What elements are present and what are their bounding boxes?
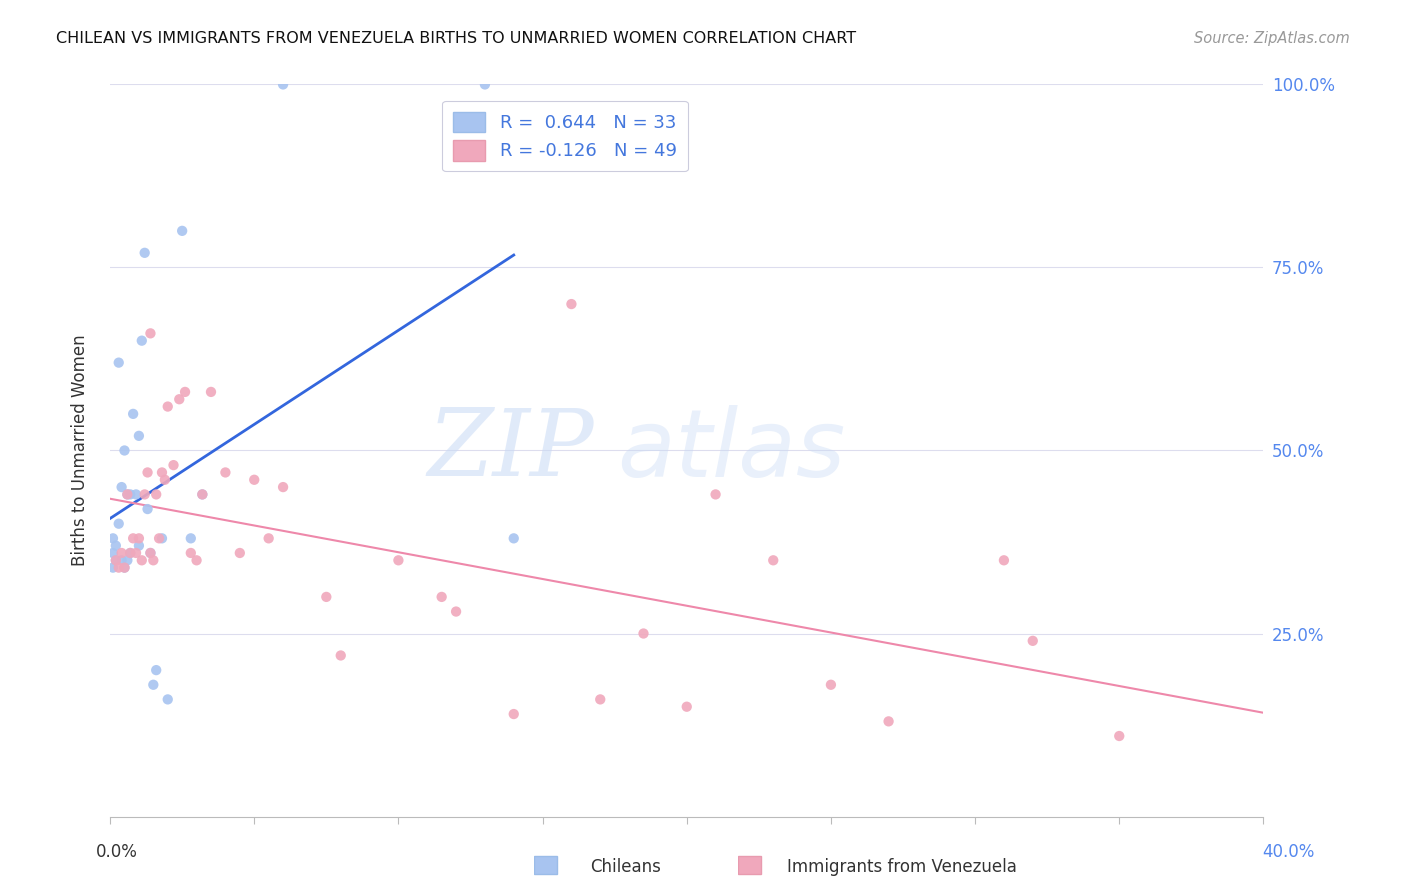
Y-axis label: Births to Unmarried Women: Births to Unmarried Women bbox=[72, 334, 89, 566]
Point bbox=[139, 326, 162, 341]
Text: Immigrants from Venezuela: Immigrants from Venezuela bbox=[787, 858, 1017, 876]
Point bbox=[169, 392, 191, 407]
Point bbox=[148, 532, 170, 546]
Point bbox=[134, 245, 156, 260]
Point bbox=[430, 590, 453, 604]
Point bbox=[117, 487, 139, 501]
Point bbox=[110, 546, 132, 560]
Point bbox=[633, 626, 655, 640]
Point bbox=[104, 553, 127, 567]
Point bbox=[271, 78, 294, 92]
Point bbox=[128, 429, 150, 443]
Point bbox=[762, 553, 785, 567]
Point bbox=[142, 553, 165, 567]
Point bbox=[993, 553, 1015, 567]
Point bbox=[114, 560, 136, 574]
Point bbox=[114, 443, 136, 458]
Point bbox=[191, 487, 214, 501]
Point bbox=[153, 473, 176, 487]
Point bbox=[139, 546, 162, 560]
Point bbox=[145, 487, 167, 501]
Point bbox=[820, 678, 842, 692]
Point bbox=[101, 546, 124, 560]
Point bbox=[139, 546, 162, 560]
Bar bbox=[738, 856, 761, 874]
Point bbox=[150, 466, 173, 480]
Point bbox=[191, 487, 214, 501]
Point bbox=[134, 487, 156, 501]
Point bbox=[243, 473, 266, 487]
Point bbox=[150, 532, 173, 546]
Point bbox=[156, 400, 179, 414]
Point bbox=[145, 663, 167, 677]
Point bbox=[104, 539, 127, 553]
Point bbox=[704, 487, 727, 501]
Point bbox=[131, 553, 153, 567]
Point bbox=[120, 487, 142, 501]
Point bbox=[1108, 729, 1130, 743]
Point bbox=[120, 546, 142, 560]
Point bbox=[315, 590, 337, 604]
Point bbox=[200, 384, 222, 399]
Point bbox=[174, 384, 197, 399]
Text: 0.0%: 0.0% bbox=[96, 843, 138, 861]
Point bbox=[110, 480, 132, 494]
Text: Chileans: Chileans bbox=[591, 858, 661, 876]
Point bbox=[444, 605, 467, 619]
Text: ZIP: ZIP bbox=[427, 406, 595, 495]
Point bbox=[229, 546, 252, 560]
Point bbox=[257, 532, 280, 546]
Point bbox=[120, 546, 142, 560]
Point bbox=[474, 78, 496, 92]
Point bbox=[107, 356, 129, 370]
Point bbox=[271, 480, 294, 494]
Point bbox=[214, 466, 236, 480]
Point bbox=[136, 502, 159, 516]
Point bbox=[1022, 633, 1045, 648]
Point bbox=[180, 546, 202, 560]
Point bbox=[125, 546, 148, 560]
Bar bbox=[534, 856, 557, 874]
Point bbox=[675, 699, 697, 714]
Point bbox=[172, 224, 194, 238]
Point bbox=[128, 539, 150, 553]
Point bbox=[101, 532, 124, 546]
Point bbox=[186, 553, 208, 567]
Point bbox=[131, 334, 153, 348]
Point bbox=[107, 516, 129, 531]
Point bbox=[502, 532, 524, 546]
Text: atlas: atlas bbox=[617, 405, 846, 496]
Point bbox=[387, 553, 409, 567]
Point bbox=[117, 553, 139, 567]
Point bbox=[125, 487, 148, 501]
Text: CHILEAN VS IMMIGRANTS FROM VENEZUELA BIRTHS TO UNMARRIED WOMEN CORRELATION CHART: CHILEAN VS IMMIGRANTS FROM VENEZUELA BIR… bbox=[56, 31, 856, 46]
Point bbox=[117, 487, 139, 501]
Point bbox=[128, 532, 150, 546]
Text: Source: ZipAtlas.com: Source: ZipAtlas.com bbox=[1194, 31, 1350, 46]
Point bbox=[162, 458, 184, 472]
Text: 40.0%: 40.0% bbox=[1263, 843, 1315, 861]
Point bbox=[142, 678, 165, 692]
Point bbox=[560, 297, 582, 311]
Point bbox=[156, 692, 179, 706]
Legend: R =  0.644   N = 33, R = -0.126   N = 49: R = 0.644 N = 33, R = -0.126 N = 49 bbox=[441, 101, 688, 171]
Point bbox=[101, 560, 124, 574]
Point bbox=[589, 692, 612, 706]
Point bbox=[110, 553, 132, 567]
Point bbox=[122, 407, 145, 421]
Point bbox=[502, 706, 524, 721]
Point bbox=[877, 714, 900, 729]
Point bbox=[329, 648, 352, 663]
Point bbox=[107, 560, 129, 574]
Point bbox=[104, 553, 127, 567]
Point bbox=[136, 466, 159, 480]
Point bbox=[122, 532, 145, 546]
Point bbox=[180, 532, 202, 546]
Point bbox=[114, 560, 136, 574]
